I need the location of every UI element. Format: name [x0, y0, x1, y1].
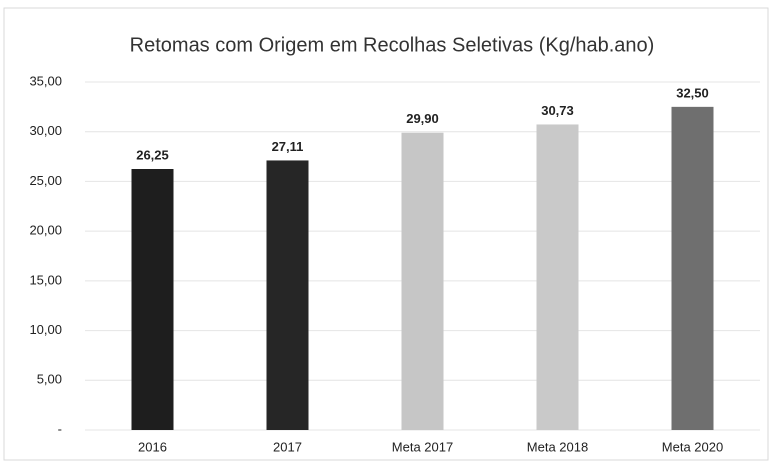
x-tick-label: Meta 2020: [662, 439, 723, 454]
bar: [536, 124, 579, 431]
value-label: 32,50: [676, 85, 709, 100]
chart-border: [3, 7, 769, 461]
y-tick-label: 35,00: [29, 73, 62, 88]
y-tick-label: 30,00: [29, 123, 62, 138]
y-tick-label: 10,00: [29, 322, 62, 337]
value-label: 26,25: [136, 147, 169, 162]
y-tick-label: 5,00: [37, 372, 62, 387]
value-label: 27,11: [272, 139, 304, 154]
bar: [266, 160, 309, 430]
bar: [671, 106, 714, 430]
value-label: 29,90: [406, 111, 439, 126]
chart-title: Retomas com Origem em Recolhas Seletivas…: [130, 34, 655, 56]
y-tick-label: 15,00: [29, 272, 62, 287]
y-tick-label: -: [58, 421, 62, 436]
value-label: 30,73: [541, 103, 574, 118]
x-tick-label: 2016: [138, 439, 167, 454]
x-tick-label: Meta 2017: [392, 439, 453, 454]
bar: [131, 169, 174, 430]
x-tick-label: Meta 2018: [527, 439, 588, 454]
y-tick-label: 20,00: [29, 223, 62, 238]
bar: [401, 132, 444, 431]
y-tick-label: 25,00: [29, 173, 62, 188]
x-tick-label: 2017: [273, 439, 302, 454]
